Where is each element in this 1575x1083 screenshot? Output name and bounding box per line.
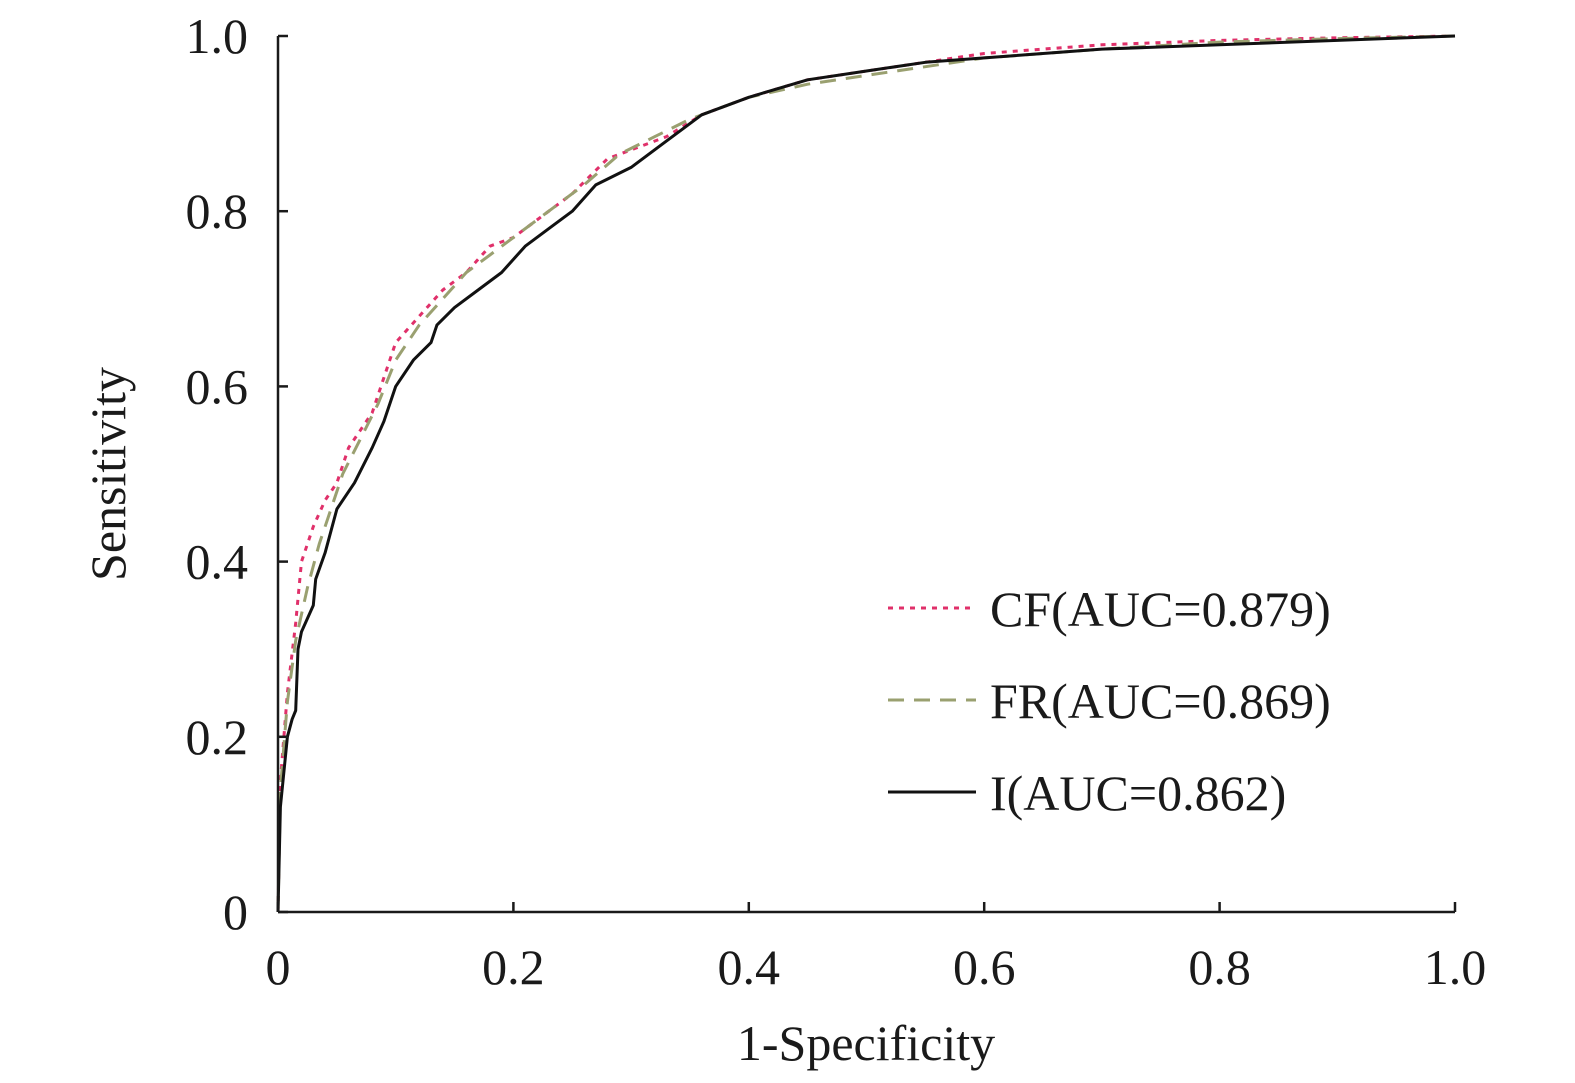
x-tick-label: 0.6 xyxy=(953,939,1016,995)
y-tick-label: 0.4 xyxy=(186,534,249,590)
x-tick-label: 0 xyxy=(266,939,291,995)
y-tick-label: 0 xyxy=(223,884,248,940)
y-axis-title: Sensitivity xyxy=(80,367,136,581)
legend: CF(AUC=0.879) FR(AUC=0.869) I(AUC=0.862) xyxy=(888,581,1331,821)
y-tick-label: 0.8 xyxy=(186,183,249,239)
plot-lines xyxy=(276,34,1456,913)
y-tick-label: 0.6 xyxy=(186,358,249,414)
series-line-2 xyxy=(276,34,1456,913)
x-tick-label: 0.8 xyxy=(1188,939,1251,995)
y-tick-label: 0.2 xyxy=(186,709,249,765)
x-axis-title: 1-Specificity xyxy=(737,1015,995,1071)
y-tick-label: 1.0 xyxy=(186,8,249,64)
legend-label-1: FR(AUC=0.869) xyxy=(990,673,1331,729)
legend-label-2: I(AUC=0.862) xyxy=(990,765,1286,821)
axes xyxy=(276,36,1455,914)
series-line-0 xyxy=(276,34,1456,913)
x-tick-label: 0.2 xyxy=(482,939,545,995)
x-tick-label: 0.4 xyxy=(718,939,781,995)
legend-label-0: CF(AUC=0.879) xyxy=(990,581,1331,637)
x-tick-label: 1.0 xyxy=(1424,939,1487,995)
ticks: 0 0.2 0.4 0.6 0.8 1.0 0 0.2 0.4 0.6 0.8 1.0 xyxy=(186,8,1487,995)
